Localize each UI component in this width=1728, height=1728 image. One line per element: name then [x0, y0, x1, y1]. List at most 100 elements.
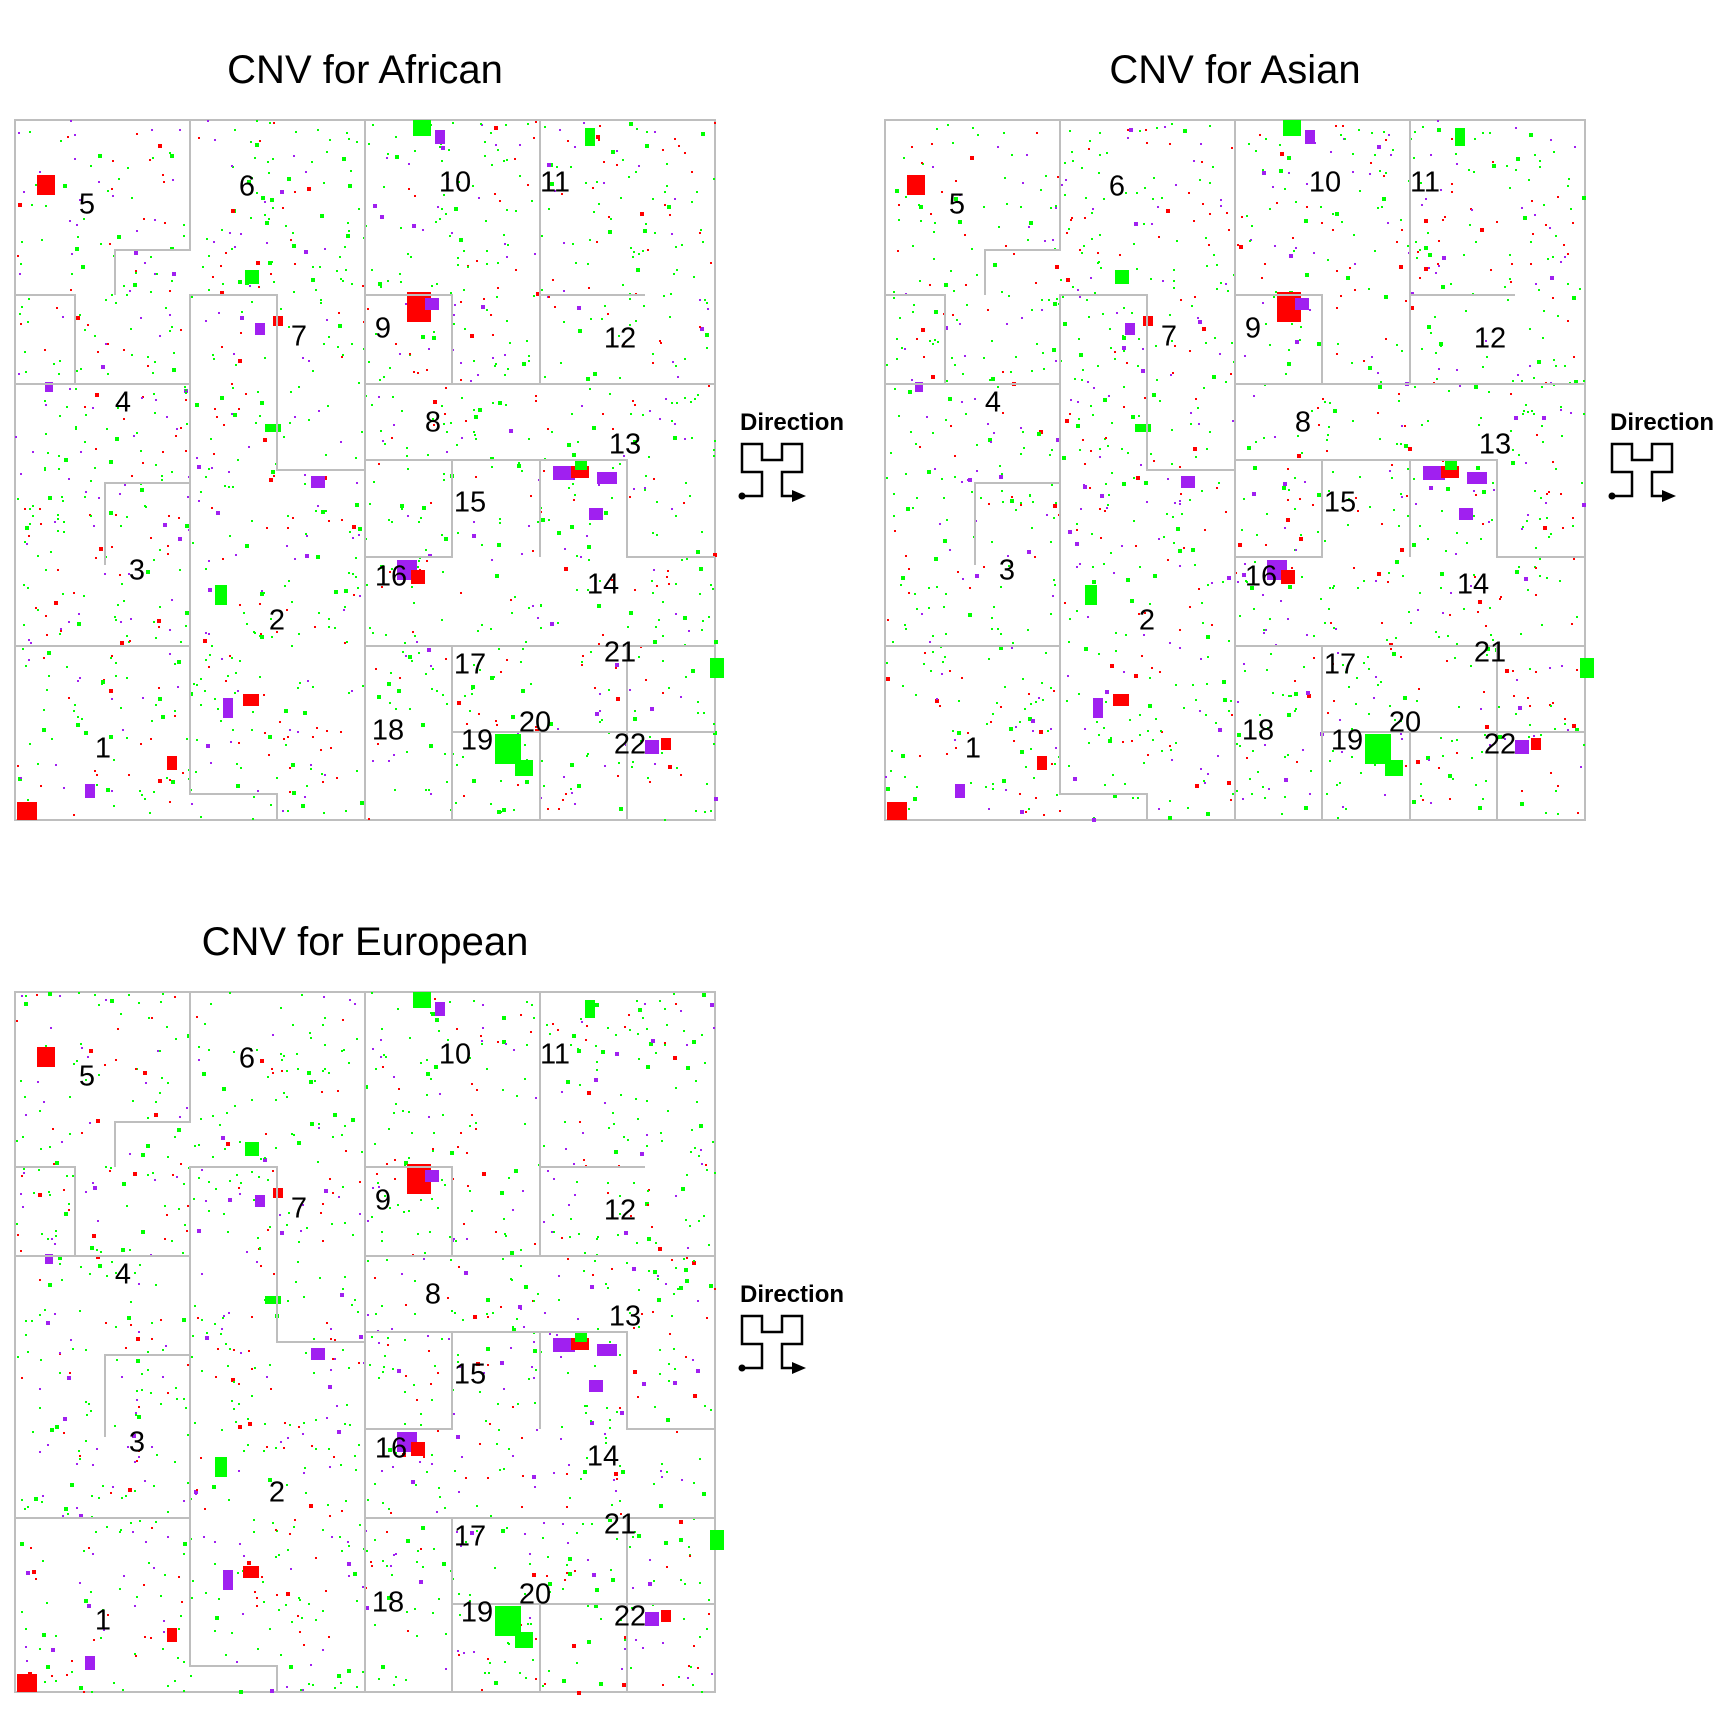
cnv-dot: [714, 122, 716, 124]
cnv-dot: [155, 1101, 157, 1103]
cnv-dot: [932, 432, 934, 434]
cnv-dot: [482, 1172, 486, 1176]
cnv-dot: [1550, 533, 1552, 535]
cnv-dot: [567, 1258, 569, 1260]
cnv-dot: [1401, 496, 1403, 498]
cnv-dot: [1065, 179, 1067, 181]
cnv-dot: [158, 144, 162, 148]
cnv-dot: [999, 465, 1001, 467]
cnv-dot: [594, 1260, 596, 1262]
cnv-dot: [1486, 356, 1488, 358]
cnv-dot: [530, 683, 532, 685]
cnv-dot: [117, 235, 121, 239]
cnv-dot: [1060, 279, 1062, 281]
cnv-dot: [534, 253, 536, 255]
cnv-dot: [1264, 263, 1266, 265]
cnv-dot: [1437, 120, 1439, 122]
cnv-dot: [437, 1372, 439, 1374]
cnv-dot: [515, 210, 517, 212]
cnv-blob-loss: [243, 694, 259, 706]
cnv-dot: [297, 1261, 299, 1263]
cnv-dot: [433, 1548, 435, 1550]
cnv-dot: [1546, 493, 1548, 495]
cnv-dot: [412, 224, 416, 228]
cnv-dot: [1144, 187, 1146, 189]
cnv-dot: [1084, 217, 1086, 219]
cnv-dot: [76, 316, 80, 320]
cnv-dot: [1336, 353, 1338, 355]
cnv-dot: [280, 1053, 282, 1055]
cnv-dot: [653, 1580, 655, 1582]
cnv-dot: [200, 1457, 202, 1459]
cnv-dot: [193, 1198, 195, 1200]
cnv-dot: [549, 1033, 551, 1035]
cnv-dot: [395, 1676, 397, 1678]
cnv-dot: [713, 178, 715, 180]
cnv-dot: [1377, 572, 1381, 576]
cnv-dot: [707, 308, 709, 310]
cnv-dot: [138, 1331, 140, 1333]
cnv-dot: [1171, 759, 1173, 761]
cnv-dot: [241, 311, 243, 313]
cnv-dot: [920, 220, 922, 222]
cnv-dot: [322, 1024, 324, 1026]
cnv-dot: [692, 1684, 694, 1686]
cnv-dot: [292, 1024, 294, 1026]
cnv-dot: [456, 444, 458, 446]
cnv-dot: [1004, 686, 1006, 688]
cnv-dot: [203, 1536, 205, 1538]
cnv-dot: [890, 770, 892, 772]
cnv-dot: [381, 1231, 383, 1233]
cnv-dot: [1539, 558, 1541, 560]
cnv-dot: [220, 720, 222, 722]
cnv-dot: [530, 495, 532, 497]
cnv-dot: [366, 1550, 368, 1552]
cnv-dot: [549, 722, 553, 726]
cnv-dot: [133, 1172, 137, 1176]
cnv-dot: [548, 296, 550, 298]
cnv-dot: [21, 1499, 23, 1501]
cnv-dot: [1532, 233, 1534, 235]
cnv-dot: [652, 592, 654, 594]
cnv-dot: [532, 1659, 534, 1661]
cnv-dot: [1486, 654, 1488, 656]
cnv-dot: [283, 1092, 285, 1094]
cnv-dot: [127, 167, 129, 169]
cnv-dot: [941, 191, 943, 193]
cnv-dot: [44, 400, 46, 402]
cnv-dot: [338, 1196, 340, 1198]
cnv-dot: [668, 687, 670, 689]
cnv-dot: [1400, 720, 1402, 722]
cnv-dot: [62, 500, 64, 502]
cnv-dot: [391, 521, 393, 523]
cnv-dot: [702, 1492, 706, 1496]
cnv-dot: [1190, 423, 1192, 425]
cnv-dot: [1084, 728, 1086, 730]
cnv-dot: [248, 1422, 252, 1426]
cnv-dot: [55, 1161, 59, 1165]
cnv-dot: [322, 1529, 324, 1531]
cnv-dot: [238, 408, 240, 410]
cnv-dot: [308, 419, 310, 421]
cnv-dot: [1156, 379, 1158, 381]
cnv-dot: [1427, 538, 1429, 540]
cnv-dot: [691, 669, 695, 673]
cnv-dot: [171, 1240, 173, 1242]
cnv-dot: [135, 272, 137, 274]
chromosome-label-5: 5: [79, 1061, 95, 1093]
cnv-dot: [1043, 814, 1045, 816]
cnv-dot: [426, 1072, 430, 1076]
cnv-dot: [383, 186, 385, 188]
cnv-dot: [1377, 207, 1379, 209]
cnv-dot: [683, 616, 687, 620]
cnv-dot: [252, 711, 254, 713]
cnv-dot: [172, 272, 176, 276]
cnv-dot: [115, 1326, 117, 1328]
cnv-dot: [51, 1648, 55, 1652]
cnv-dot: [1209, 182, 1211, 184]
cnv-dot: [47, 651, 51, 655]
cnv-dot: [402, 1110, 404, 1112]
cnv-dot: [1203, 780, 1205, 782]
cnv-dot: [362, 685, 364, 687]
cnv-dot: [990, 721, 992, 723]
